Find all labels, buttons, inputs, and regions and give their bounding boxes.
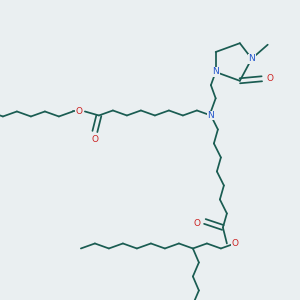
Text: O: O	[194, 219, 200, 228]
Text: N: N	[212, 68, 219, 76]
Text: O: O	[266, 74, 273, 83]
Text: O: O	[231, 239, 239, 248]
Text: N: N	[208, 111, 214, 120]
Text: O: O	[92, 135, 98, 144]
Text: O: O	[75, 107, 82, 116]
Text: N: N	[248, 54, 255, 63]
